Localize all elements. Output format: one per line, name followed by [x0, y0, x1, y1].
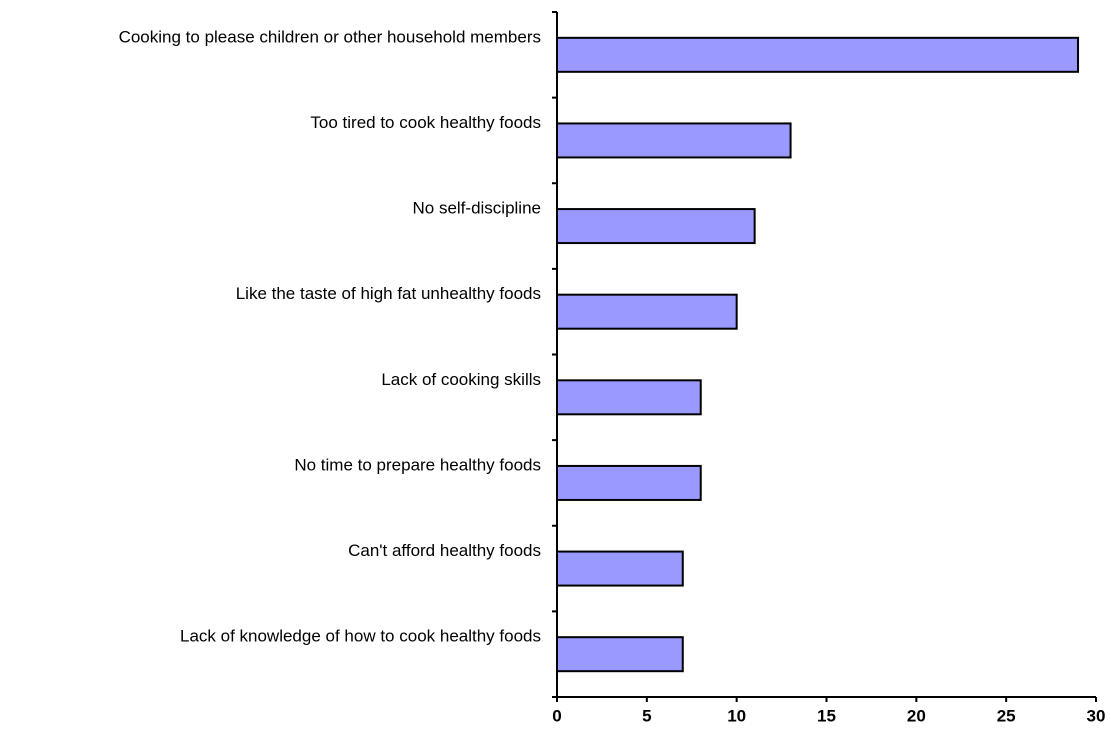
- x-tick-label: 30: [1087, 706, 1106, 725]
- x-tick-label: 25: [997, 706, 1016, 725]
- y-tick-label: Too tired to cook healthy foods: [310, 113, 541, 132]
- bar: [556, 208, 756, 245]
- y-tick-label: Like the taste of high fat unhealthy foo…: [236, 284, 541, 303]
- bar: [556, 36, 1080, 73]
- bar: [556, 464, 702, 501]
- bar: [556, 636, 684, 673]
- x-tick-label: 0: [552, 706, 561, 725]
- bar: [556, 550, 684, 587]
- y-tick-label: No time to prepare healthy foods: [294, 455, 541, 474]
- bar: [556, 293, 738, 330]
- x-tick-label: 20: [907, 706, 926, 725]
- x-tick-label: 10: [727, 706, 746, 725]
- x-tick-label: 5: [642, 706, 651, 725]
- y-tick-label: Lack of cooking skills: [381, 370, 541, 389]
- bar: [556, 122, 792, 159]
- x-tick-label: 15: [817, 706, 836, 725]
- y-tick-label: Cooking to please children or other hous…: [119, 27, 541, 46]
- bar: [556, 379, 702, 416]
- y-tick-label: No self-discipline: [413, 199, 542, 218]
- y-tick-label: Lack of knowledge of how to cook healthy…: [180, 627, 541, 646]
- y-tick-label: Can't afford healthy foods: [348, 541, 541, 560]
